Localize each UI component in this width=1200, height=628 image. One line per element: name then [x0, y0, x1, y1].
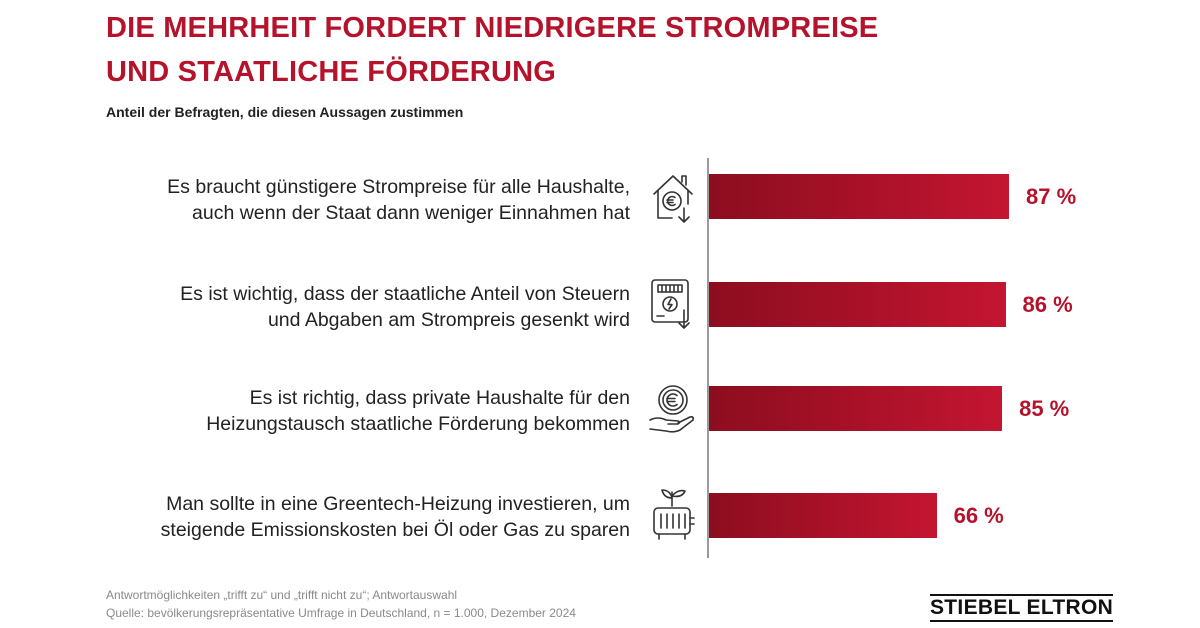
- category-label-4-line-2: steigende Emissionskosten bei Öl oder Ga…: [160, 519, 630, 541]
- bar-2: [709, 282, 1006, 327]
- bar-value-label-1: 87 %: [1026, 184, 1077, 209]
- category-label-1-line-1: Es braucht günstigere Strompreise für al…: [167, 176, 630, 198]
- bar-3: [709, 386, 1003, 431]
- bar-value-label-3: 85 %: [1019, 396, 1070, 421]
- category-label-2-line-1: Es ist wichtig, dass der staatliche Ante…: [180, 283, 630, 305]
- hand-euro-coin-icon: [649, 385, 694, 433]
- chart-title-line-2: UND STAATLICHE FÖRDERUNG: [106, 56, 556, 88]
- category-label-1: Es braucht günstigere Strompreise für al…: [70, 174, 630, 226]
- electricity-meter-down-icon: [651, 279, 690, 329]
- footnote-answer-options: Antwortmöglichkeiten „trifft zu“ und „tr…: [106, 588, 458, 602]
- stiebel-eltron-logo: STIEBEL ELTRON: [930, 594, 1114, 622]
- chart-subtitle: Anteil der Befragten, die diesen Aussage…: [106, 104, 464, 120]
- bar-4: [709, 493, 937, 538]
- radiator-plant-icon: [653, 489, 695, 540]
- category-label-2: Es ist wichtig, dass der staatliche Ante…: [70, 281, 630, 333]
- bar-value-label-2: 86 %: [1022, 292, 1073, 317]
- bar-1: [709, 174, 1009, 219]
- category-label-3: Es ist richtig, dass private Haushalte f…: [70, 385, 630, 437]
- footnote-source: Quelle: bevölkerungsrepräsentative Umfra…: [106, 606, 576, 620]
- category-label-3-line-1: Es ist richtig, dass private Haushalte f…: [249, 387, 630, 409]
- house-euro-down-icon: [653, 175, 693, 223]
- category-axis-line: [707, 158, 709, 558]
- category-label-2-line-2: und Abgaben am Strompreis gesenkt wird: [267, 309, 630, 331]
- category-label-4: Man sollte in eine Greentech-Heizung inv…: [70, 491, 630, 543]
- chart-title-line-1: DIE MEHRHEIT FORDERT NIEDRIGERE STROMPRE…: [106, 12, 879, 44]
- category-label-4-line-1: Man sollte in eine Greentech-Heizung inv…: [166, 493, 630, 515]
- bar-value-label-4: 66 %: [953, 503, 1004, 528]
- category-label-1-line-2: auch wenn der Staat dann weniger Einnahm…: [192, 202, 630, 224]
- chart-title: DIE MEHRHEIT FORDERT NIEDRIGERE STROMPRE…: [106, 6, 878, 94]
- category-label-3-line-2: Heizungstausch staatliche Förderung beko…: [206, 413, 630, 435]
